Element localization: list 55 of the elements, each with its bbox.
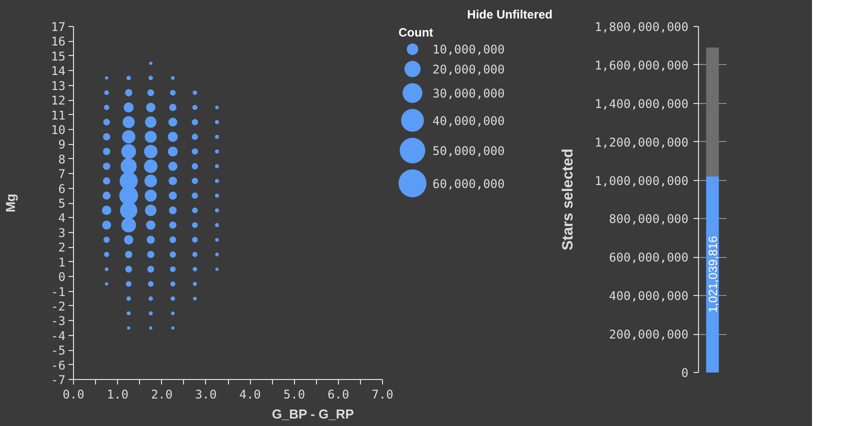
y-tick-label: 10 [51, 122, 66, 137]
y-tick-label: -5 [51, 344, 66, 358]
y-tick-label: 16 [51, 34, 66, 49]
y-tick-label: -7 [51, 373, 66, 387]
legend-label: 10,000,000 [432, 42, 505, 57]
text: Hide Unfiltered [467, 8, 552, 22]
y-axis-title: Mg [3, 194, 18, 212]
y-tick-label: 1,400,000,000 [594, 96, 688, 111]
x-tick-label: 3.0 [195, 388, 217, 402]
y-tick-label: 15 [51, 49, 66, 64]
y-tick-label: -2 [51, 299, 66, 314]
legend-label: 30,000,000 [432, 86, 505, 100]
legend-label: 60,000,000 [432, 176, 505, 191]
x-tick-label: 5.0 [283, 388, 306, 402]
x-tick-label: 0.0 [62, 388, 84, 402]
legend-label: 40,000,000 [432, 114, 505, 128]
x-axis-title: G_BP - G_RP [272, 406, 354, 422]
x-tick-label: 2.0 [150, 388, 173, 402]
y-tick-label: -6 [51, 358, 66, 372]
y-tick-label: 12 [51, 94, 66, 108]
y-tick-label: 800,000,000 [609, 212, 689, 226]
y-tick-label: 17 [51, 20, 66, 34]
y-tick-label: 5 [58, 196, 66, 210]
y-tick-label: 0 [681, 366, 689, 380]
y-tick-label: 400,000,000 [609, 289, 689, 304]
y-tick-label: 2 [58, 240, 66, 255]
y-tick-label: 1,000,000,000 [594, 174, 688, 188]
y-tick-label: 13 [51, 78, 66, 93]
legend-label: 50,000,000 [432, 144, 505, 158]
y-tick-label: 200,000,000 [609, 328, 689, 342]
y-tick-label: 6 [58, 182, 66, 196]
x-tick-label: 7.0 [372, 388, 394, 402]
y-tick-label: 7 [58, 167, 66, 182]
data-label: 1,021,039,816 [706, 236, 720, 313]
y-tick-label: 3 [58, 226, 66, 240]
y-tick-label: 8 [58, 152, 66, 166]
y-tick-label: 14 [51, 64, 66, 78]
y-tick-label: 1,800,000,000 [594, 20, 688, 34]
y-tick-label: -3 [51, 314, 66, 328]
y-tick-label: 1,200,000,000 [594, 135, 688, 150]
y-tick-label: 1 [58, 255, 66, 270]
y-tick-label: 9 [58, 138, 66, 152]
legend-title: Count [398, 26, 434, 40]
y-tick-label: -4 [51, 328, 66, 343]
y-axis-title: Stars selected [560, 148, 577, 250]
x-tick-label: 4.0 [239, 388, 261, 402]
legend-label: 20,000,000 [432, 62, 505, 77]
x-tick-label: 1.0 [106, 388, 128, 402]
y-tick-label: -1 [51, 284, 66, 299]
x-tick-label: 6.0 [328, 388, 350, 402]
y-tick-label: 0 [58, 270, 66, 284]
y-tick-label: 600,000,000 [609, 250, 689, 265]
y-tick-label: 1,600,000,000 [594, 58, 688, 72]
y-tick-label: 4 [58, 211, 66, 226]
y-tick-label: 11 [51, 108, 66, 122]
